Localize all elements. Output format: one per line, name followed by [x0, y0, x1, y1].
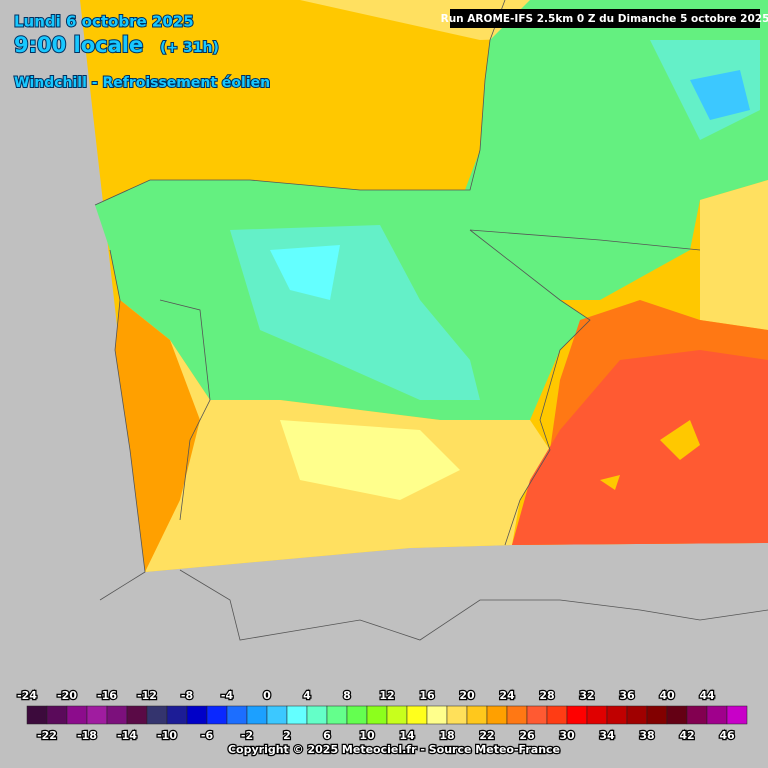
legend-swatch — [26, 705, 48, 725]
legend-label: 10 — [359, 729, 375, 742]
legend-label: 12 — [379, 689, 394, 702]
legend-swatch — [366, 705, 388, 725]
legend-label: -10 — [157, 729, 177, 742]
legend-label: 36 — [619, 689, 635, 702]
legend-swatch — [506, 705, 528, 725]
legend-label: 42 — [679, 729, 694, 742]
legend-label: 8 — [343, 689, 351, 702]
lead-time: (+ 31h) — [160, 40, 219, 56]
product: Windchill - Refroissement éolien — [14, 75, 270, 91]
legend-label: 4 — [303, 689, 311, 702]
legend-swatch — [706, 705, 728, 725]
legend-label: -6 — [201, 729, 214, 742]
legend-label: -24 — [17, 689, 37, 702]
run-info: Run AROME-IFS 2.5km 0 Z du Dimanche 5 oc… — [441, 13, 768, 25]
legend-label: 28 — [539, 689, 554, 702]
legend-label: -2 — [241, 729, 253, 742]
legend-label: -20 — [57, 689, 77, 702]
legend-label: 44 — [699, 689, 715, 702]
legend-label: 30 — [559, 729, 575, 742]
legend-swatch — [406, 705, 428, 725]
legend-label: 32 — [579, 689, 594, 702]
legend-swatch — [106, 705, 128, 725]
legend-label: -4 — [221, 689, 234, 702]
legend-swatch — [546, 705, 568, 725]
legend-swatch — [586, 705, 608, 725]
legend-label: 24 — [499, 689, 515, 702]
legend-swatch — [86, 705, 108, 725]
legend-swatch — [66, 705, 88, 725]
legend-label: 2 — [283, 729, 291, 742]
legend-swatch — [566, 705, 588, 725]
legend-label: 16 — [419, 689, 435, 702]
legend: -24-22-20-18-16-14-12-10-8-6-4-202468101… — [16, 688, 748, 743]
legend-label: 18 — [439, 729, 454, 742]
legend-swatch — [666, 705, 688, 725]
copyright: Copyright © 2025 Meteociel.fr - Source M… — [228, 743, 560, 756]
legend-swatch — [306, 705, 328, 725]
legend-swatch — [226, 705, 248, 725]
legend-label: -8 — [181, 689, 193, 702]
legend-label: 22 — [479, 729, 494, 742]
legend-label: 0 — [263, 689, 271, 702]
model-field — [80, 0, 768, 572]
legend-label: 14 — [399, 729, 415, 742]
legend-swatch — [686, 705, 708, 725]
legend-swatch — [286, 705, 308, 725]
legend-swatch — [526, 705, 548, 725]
legend-swatch — [626, 705, 648, 725]
legend-label: -12 — [137, 689, 157, 702]
legend-swatch — [726, 705, 748, 725]
legend-label: 34 — [599, 729, 615, 742]
borders — [94, 0, 768, 641]
legend-label: -16 — [97, 689, 117, 702]
date: Lundi 6 octobre 2025 — [14, 13, 194, 31]
legend-swatch — [486, 705, 508, 725]
legend-swatch — [466, 705, 488, 725]
legend-swatch — [606, 705, 628, 725]
legend-swatch — [326, 705, 348, 725]
legend-label: 38 — [639, 729, 654, 742]
legend-swatch — [186, 705, 208, 725]
legend-label: -14 — [117, 729, 137, 742]
legend-swatch — [426, 705, 448, 725]
legend-label: 26 — [519, 729, 535, 742]
legend-swatch — [646, 705, 668, 725]
time: 9:00 locale — [14, 33, 143, 57]
legend-swatch — [446, 705, 468, 725]
legend-swatch — [206, 705, 228, 725]
legend-swatch — [346, 705, 368, 725]
legend-label: -18 — [77, 729, 97, 742]
legend-label: 20 — [459, 689, 475, 702]
run-box — [450, 9, 760, 28]
legend-swatch — [266, 705, 288, 725]
legend-swatch — [166, 705, 188, 725]
legend-label: 40 — [659, 689, 675, 702]
legend-swatch — [246, 705, 268, 725]
legend-swatch — [126, 705, 148, 725]
legend-label: -22 — [37, 729, 57, 742]
legend-swatch — [146, 705, 168, 725]
legend-swatch — [386, 705, 408, 725]
legend-swatch — [46, 705, 68, 725]
legend-label: 6 — [323, 729, 331, 742]
legend-label: 46 — [719, 729, 735, 742]
